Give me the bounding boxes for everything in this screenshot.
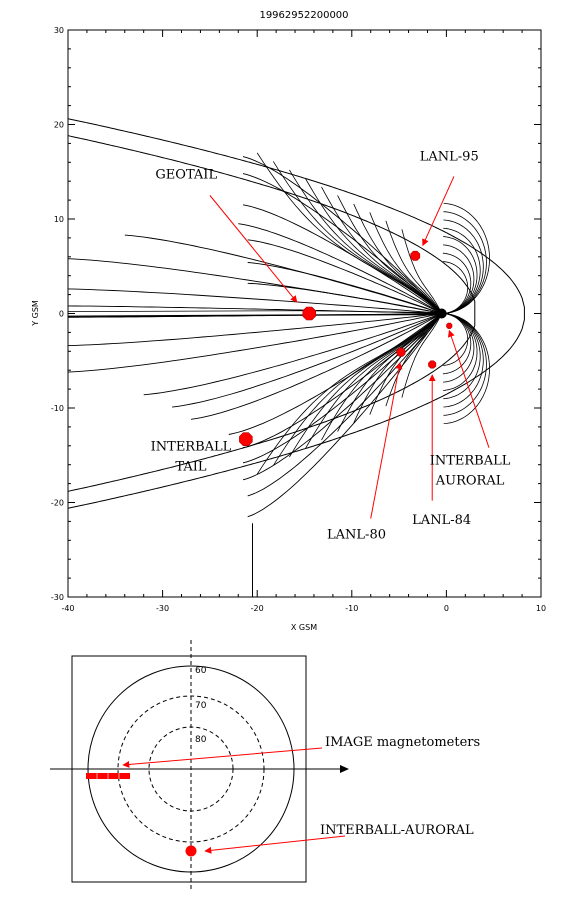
tail-field-line bbox=[247, 313, 443, 518]
lanl-80-arrow bbox=[370, 361, 403, 519]
ring-label-70: 70 bbox=[195, 701, 207, 711]
field-lines bbox=[68, 118, 525, 597]
tail-field-line bbox=[68, 305, 442, 314]
interball-auroral-polar-marker bbox=[185, 845, 197, 857]
fan-field-line bbox=[256, 314, 441, 475]
tail-field-line bbox=[238, 223, 442, 314]
tail-field-line bbox=[190, 313, 442, 420]
tail-field-line bbox=[143, 313, 442, 396]
interball-auroral-polar-label: INTERBALL-AURORAL bbox=[320, 823, 474, 838]
y-axis-label: Y GSM bbox=[31, 300, 40, 327]
bow-shock bbox=[68, 118, 525, 509]
lanl-95-arrow bbox=[422, 176, 455, 247]
tail-field-line bbox=[124, 234, 442, 314]
y-tick-label: -10 bbox=[51, 404, 64, 413]
earth-disc bbox=[436, 308, 447, 319]
y-tick-label: 30 bbox=[54, 26, 64, 35]
tail-field-line bbox=[247, 313, 443, 497]
y-tick-label: -30 bbox=[51, 593, 64, 602]
fan-field-line bbox=[289, 169, 441, 313]
polar-plot: 60 70 80 IMAGE magnetometers INTERBALL-A… bbox=[50, 640, 480, 890]
fan-field-line bbox=[272, 314, 441, 466]
dayside-field-line bbox=[441, 313, 490, 424]
y-tick-label: 0 bbox=[59, 310, 64, 319]
fan-field-line bbox=[385, 220, 442, 313]
fan-field-line bbox=[337, 195, 441, 313]
label-geotail: GEOTAIL bbox=[155, 167, 217, 182]
label-interball-tail: INTERBALL bbox=[151, 440, 232, 455]
ring-label-60: 60 bbox=[195, 666, 207, 676]
fan-field-line bbox=[305, 314, 441, 449]
annotation-arrows bbox=[209, 176, 490, 519]
x-tick-label: 0 bbox=[444, 604, 449, 613]
label-lanl-95: LANL-95 bbox=[420, 149, 479, 164]
ring-label-80: 80 bbox=[195, 735, 207, 745]
tail-field-line bbox=[242, 156, 443, 314]
fan-field-line bbox=[321, 186, 441, 313]
marker-lanl-80 bbox=[396, 347, 406, 357]
fan-field-line bbox=[353, 203, 442, 313]
x-tick-label: -40 bbox=[61, 604, 74, 613]
fan-field-line bbox=[305, 178, 441, 313]
dayside-field-line bbox=[441, 203, 490, 314]
marker-geotail bbox=[302, 306, 317, 321]
fan-field-line bbox=[256, 152, 441, 313]
tail-field-line bbox=[68, 258, 442, 314]
fan-field-line bbox=[272, 161, 441, 313]
fan-field-line bbox=[385, 314, 442, 407]
tail-field-line bbox=[247, 262, 442, 314]
y-tick-label: 20 bbox=[54, 121, 64, 130]
interball-auroral-polar-arrow bbox=[204, 835, 346, 854]
label-lanl-80: LANL-80 bbox=[327, 527, 386, 542]
y-tick-label: -20 bbox=[51, 499, 64, 508]
main-chart: 19962952200000 -40 -30 -20 -10 0 10 -30 -20 -10 0… bbox=[31, 10, 546, 632]
geotail-arrow bbox=[209, 195, 298, 303]
x-tick-label: -20 bbox=[251, 604, 264, 613]
tail-field-line bbox=[228, 313, 442, 435]
chart-title: 19962952200000 bbox=[259, 10, 348, 21]
fan-field-line bbox=[401, 314, 442, 398]
tail-field-line bbox=[68, 313, 442, 347]
image-magnetometers-label: IMAGE magnetometers bbox=[325, 735, 480, 750]
label-interball-tail: TAIL bbox=[175, 460, 206, 475]
axes: -40 -30 -20 -10 0 10 -30 -20 -10 0 10 20 30 bbox=[51, 26, 546, 613]
dayside-field-line bbox=[441, 236, 478, 314]
label-lanl-84: LANL-84 bbox=[412, 513, 471, 528]
x-tick-label: 10 bbox=[536, 604, 546, 613]
fan-field-line bbox=[369, 212, 442, 313]
tail-field-line bbox=[68, 313, 442, 373]
x-axis-label: X GSM bbox=[291, 623, 317, 632]
label-interball-auroral: INTERBALL bbox=[430, 454, 511, 469]
y-tick-label: 10 bbox=[54, 215, 64, 224]
fan-field-line bbox=[353, 314, 442, 424]
interball-auroral-arrow bbox=[447, 329, 490, 448]
fan-field-line bbox=[321, 314, 441, 441]
markers bbox=[239, 250, 453, 447]
marker-lanl-95 bbox=[410, 250, 421, 261]
label-interball-auroral: AURORAL bbox=[435, 474, 505, 489]
tail-field-line bbox=[68, 288, 442, 314]
marker-interball-auroral bbox=[446, 322, 453, 329]
fan-field-line bbox=[401, 229, 442, 313]
tail-field-line bbox=[242, 204, 442, 314]
fan-field-line bbox=[289, 314, 441, 458]
tail-field-line bbox=[247, 239, 442, 314]
neutral-sheet-line bbox=[68, 313, 442, 317]
horizontal-axis-arrowhead bbox=[340, 765, 349, 773]
magnetopause bbox=[68, 135, 476, 492]
x-tick-label: -30 bbox=[156, 604, 169, 613]
x-tick-label: -10 bbox=[345, 604, 358, 613]
fan-field-line bbox=[337, 314, 441, 432]
image-magnetometers-arrow bbox=[122, 747, 323, 768]
tail-field-line bbox=[172, 313, 442, 408]
point-labels: GEOTAIL LANL-95 LANL-80 LANL-84 INTERBALL AUR… bbox=[151, 149, 511, 542]
marker-lanl-84 bbox=[428, 360, 437, 369]
marker-interball-tail bbox=[239, 432, 253, 447]
